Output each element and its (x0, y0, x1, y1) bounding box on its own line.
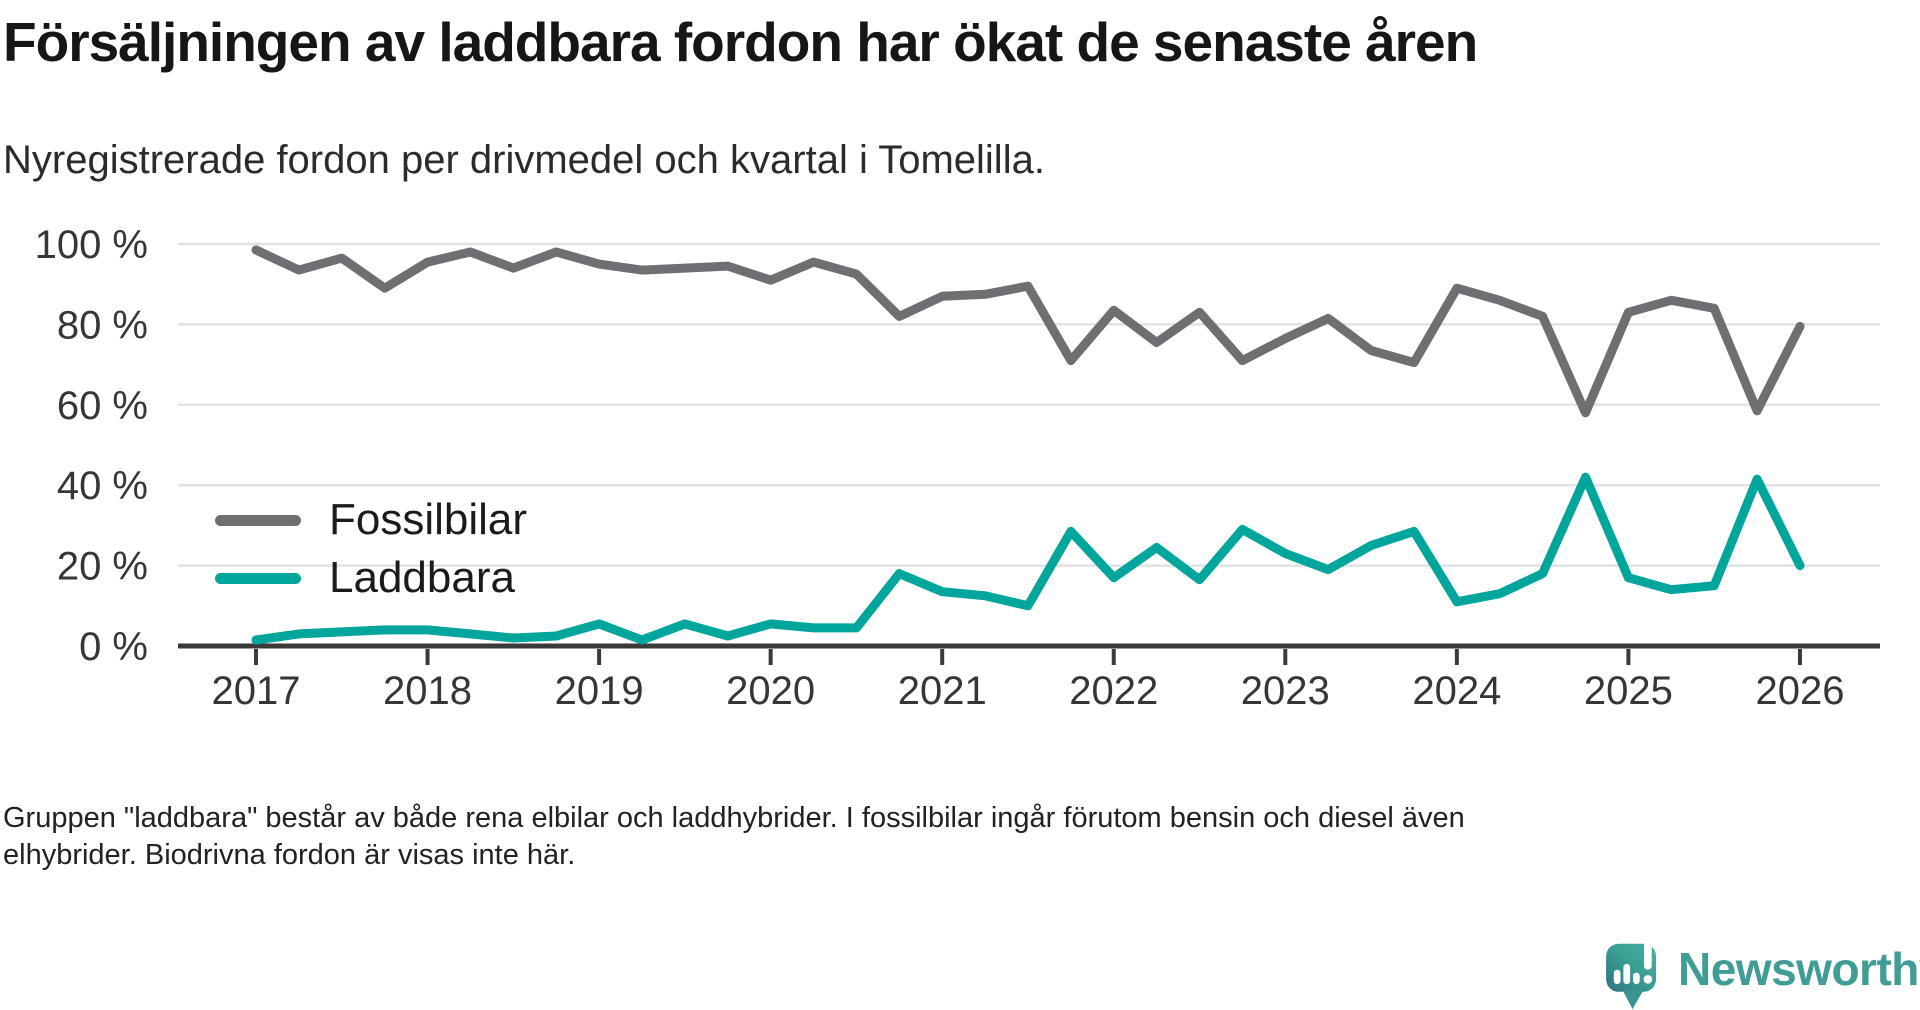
x-axis-label: 2018 (383, 669, 472, 713)
footnote-line-1: Gruppen "laddbara" består av både rena e… (3, 802, 1465, 834)
legend-item-fossilbilar: Fossilbilar (215, 495, 528, 544)
y-axis-label: 100 % (35, 223, 148, 267)
chart-legend: Fossilbilar Laddbara (215, 495, 528, 602)
legend-item-laddbara: Laddbara (215, 553, 527, 602)
y-axis-label: 20 % (57, 545, 148, 589)
legend-label-fossilbilar: Fossilbilar (329, 495, 528, 544)
series-line-laddbara (251, 472, 1805, 645)
x-axis-label: 2022 (1069, 669, 1158, 713)
fossilbilar-line-swatch-icon (215, 514, 301, 526)
x-axis-label: 2024 (1412, 669, 1501, 713)
brand-name: Newsworthy (1678, 942, 1920, 995)
newsworthy-logo-icon (1606, 938, 1657, 1010)
y-axis-label: 80 % (57, 303, 148, 347)
x-axis-label: 2020 (726, 669, 815, 713)
footnote-line-2: elhybrider. Biodrivna fordon är visas in… (3, 839, 576, 871)
legend-label-laddbara: Laddbara (329, 553, 515, 602)
laddbara-line-swatch-icon (215, 572, 301, 584)
x-axis-label: 2026 (1755, 669, 1844, 713)
x-axis-label: 2021 (898, 669, 987, 713)
series-line-fossilbilar (251, 245, 1805, 418)
x-axis-label: 2023 (1241, 669, 1330, 713)
x-axis-label: 2017 (212, 669, 301, 713)
y-axis-label: 40 % (57, 464, 148, 508)
y-axis-label: 0 % (79, 625, 148, 669)
page-title: Försäljningen av laddbara fordon har öka… (3, 11, 1478, 73)
x-axis-label: 2019 (555, 669, 644, 713)
y-axis-label: 60 % (57, 384, 148, 428)
newsworthy-logo: Newsworthy (1604, 938, 1920, 1010)
chart-footnote: Gruppen "laddbara" består av både rena e… (3, 800, 1465, 874)
chart-subtitle: Nyregistrerade fordon per drivmedel och … (3, 138, 1045, 182)
x-axis-label: 2025 (1584, 669, 1673, 713)
